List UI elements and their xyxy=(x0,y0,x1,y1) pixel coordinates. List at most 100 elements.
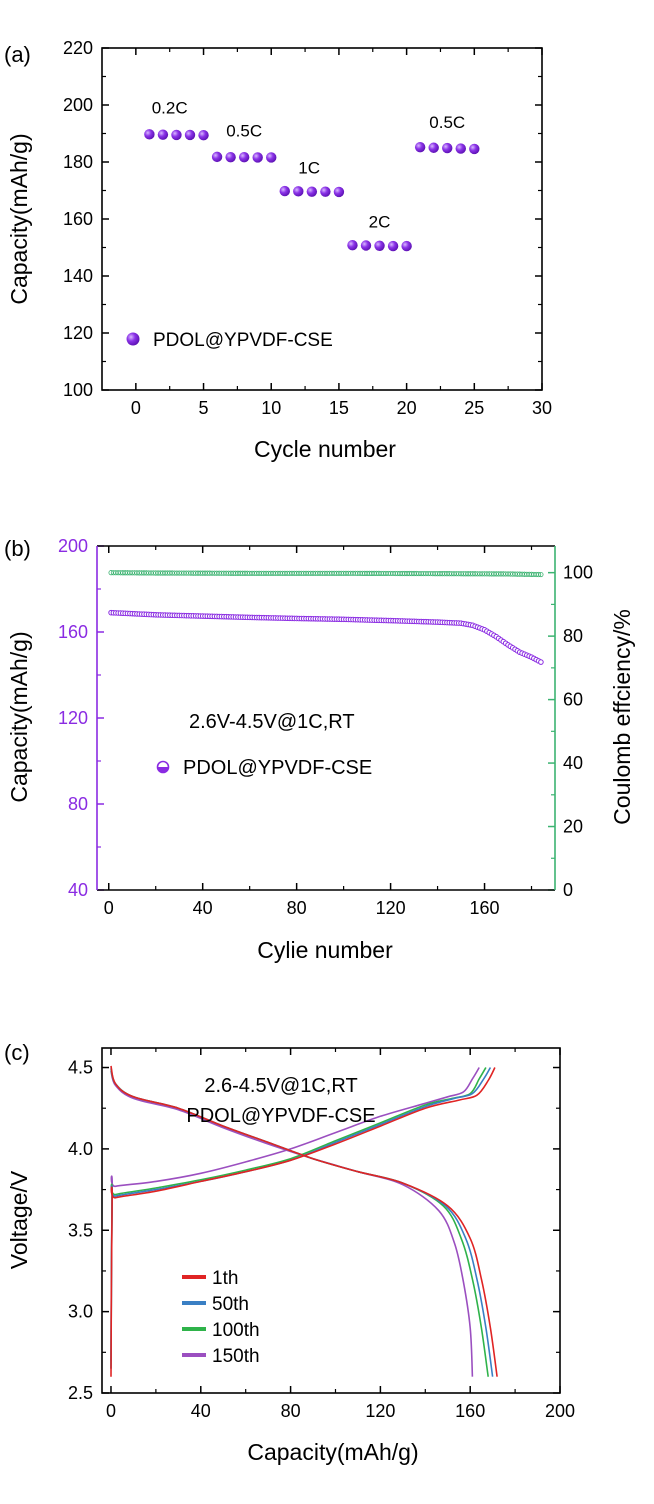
panel-a-ticks: 0 5 10 15 20 25 30 100 120 140 160 180 200 220 xyxy=(63,38,552,418)
panel-a-point xyxy=(144,129,155,140)
panel-a-point xyxy=(428,142,439,153)
panel-a-label: (a) xyxy=(4,42,31,67)
panel-a-point xyxy=(469,143,480,155)
panel-b-efficiency-point xyxy=(535,571,542,578)
panel-a-ytick-label: 120 xyxy=(63,323,93,343)
panel-c-charge-curve xyxy=(110,1067,496,1377)
panel-a-ytick-label: 160 xyxy=(63,209,93,229)
panel-a-legend-marker xyxy=(126,332,140,346)
panel-a-ytick-label: 200 xyxy=(63,95,93,115)
panel-a-frame xyxy=(101,47,543,391)
panel-b-capacity-point xyxy=(538,659,544,665)
panel-c-xtick-label: 200 xyxy=(545,1401,575,1421)
panel-b-legend-label: PDOL@YPVDF-CSE xyxy=(183,757,372,779)
panel-b-xlabel: Cylie number xyxy=(257,937,393,963)
panel-b-xtick-label: 80 xyxy=(287,898,307,918)
panel-a-point xyxy=(306,186,318,197)
panel-b-annotation: 2.6V-4.5V@1C,RT xyxy=(189,711,355,733)
panel-c-frame xyxy=(101,1047,561,1394)
panel-b-xtick-label: 160 xyxy=(470,898,500,918)
panel-b: (b) 0 40 80 120 160 40 80 120 160 200 0 20 40 60 80 100… xyxy=(4,536,635,963)
panel-b-ylabel: Capacity(mAh/g) xyxy=(6,631,32,802)
panel-a-point xyxy=(347,240,358,251)
panel-a-point xyxy=(414,141,426,153)
panel-b-xtick-label: 120 xyxy=(376,898,406,918)
panel-a-point xyxy=(279,185,290,197)
panel-a-xtick-label: 30 xyxy=(532,398,552,418)
panel-a-point xyxy=(374,240,385,251)
panel-c-legend-label: 100th xyxy=(212,1320,260,1341)
panel-a-xtick-label: 20 xyxy=(397,398,417,418)
panel-a-marks: 0.2C 0.5C 1C 2C 0.5C xyxy=(144,99,480,252)
panel-c: (c) 0 40 80 120 160 200 2.5 3.0 3.5 4.0 4.5 Capaci… xyxy=(4,1040,575,1465)
panel-a-point xyxy=(252,152,263,163)
panel-a-point xyxy=(360,240,372,251)
panel-a-point xyxy=(442,142,453,154)
panel-a-point xyxy=(333,186,345,198)
panel-a-ytick-label: 220 xyxy=(63,38,93,58)
panel-a-xtick-label: 5 xyxy=(199,398,209,418)
panel-a-point xyxy=(387,240,399,252)
panel-b-ytick-label: 120 xyxy=(58,708,88,728)
panel-b-ytick-label-right: 20 xyxy=(563,817,583,837)
panel-b-ytick-label-right: 100 xyxy=(563,563,593,583)
panel-a-point xyxy=(266,152,277,163)
panel-c-label: (c) xyxy=(4,1040,30,1065)
panel-b-ytick-label: 40 xyxy=(68,880,88,900)
panel-c-ytick-label: 2.5 xyxy=(68,1383,93,1403)
panel-a: (a) 0 5 10 15 20 25 30 100 120 140 160 180 200 220 0.… xyxy=(4,38,552,462)
panel-c-legend: 1th 50th 100th 150th xyxy=(182,1268,260,1367)
panel-c-xtick-label: 160 xyxy=(455,1401,485,1421)
panel-a-point xyxy=(293,186,304,197)
panel-a-rate-label: 2C xyxy=(369,213,391,232)
panel-c-xtick-label: 120 xyxy=(365,1401,395,1421)
panel-a-point xyxy=(198,130,209,141)
panel-b-xtick-label: 40 xyxy=(193,898,213,918)
panel-a-rate-label: 0.5C xyxy=(429,113,465,132)
panel-c-xlabel: Capacity(mAh/g) xyxy=(247,1439,418,1465)
panel-b-ytick-label-right: 0 xyxy=(563,880,573,900)
panel-a-rate-label: 0.5C xyxy=(226,121,262,140)
panel-a-point xyxy=(401,240,412,252)
panel-a-point xyxy=(238,151,250,163)
panel-a-legend-label: PDOL@YPVDF-CSE xyxy=(153,330,333,351)
panel-a-ylabel: Capacity(mAh/g) xyxy=(6,133,32,304)
panel-c-charge-curve xyxy=(110,1067,480,1361)
panel-c-ylabel: Voltage/V xyxy=(6,1170,32,1269)
panel-b-ylabel-right: Coulomb effciency/% xyxy=(609,609,635,825)
panel-c-ticks: 0 40 80 120 160 200 2.5 3.0 3.5 4.0 4.5 xyxy=(68,1048,575,1421)
panel-b-ticks: 0 40 80 120 160 40 80 120 160 200 0 20 40 60 80 100 xyxy=(58,536,593,918)
panel-a-xtick-label: 25 xyxy=(464,398,484,418)
panel-c-annotation-line-1: 2.6-4.5V@1C,RT xyxy=(204,1075,357,1097)
panel-b-xtick-label: 0 xyxy=(104,898,114,918)
panel-c-annotation-line-2: PDOL@YPVDF-CSE xyxy=(186,1105,375,1127)
panel-a-xtick-label: 0 xyxy=(131,398,141,418)
panel-c-lines xyxy=(110,1065,498,1377)
panel-c-ytick-label: 3.0 xyxy=(68,1302,93,1322)
panel-b-legend-marker-fill xyxy=(157,767,169,773)
panel-a-point xyxy=(455,143,466,154)
panel-b-ytick-label: 200 xyxy=(58,536,88,556)
panel-c-ytick-label: 4.0 xyxy=(68,1139,93,1159)
panel-c-ytick-label: 4.5 xyxy=(68,1058,93,1078)
panel-c-ytick-label: 3.5 xyxy=(68,1220,93,1240)
panel-a-xlabel: Cycle number xyxy=(254,436,396,462)
panel-b-ytick-label: 160 xyxy=(58,622,88,642)
panel-b-ytick-label-right: 40 xyxy=(563,753,583,773)
panel-b-efficiency-point xyxy=(538,571,544,578)
panel-a-ytick-label: 180 xyxy=(63,152,93,172)
panel-c-xtick-label: 0 xyxy=(106,1401,116,1421)
panel-c-legend-label: 50th xyxy=(212,1294,249,1315)
panel-b-ytick-label-right: 60 xyxy=(563,690,583,710)
panel-a-xtick-label: 15 xyxy=(329,398,349,418)
panel-a-ytick-label: 100 xyxy=(63,380,93,400)
panel-a-point xyxy=(157,129,169,140)
panel-a-rate-label: 0.2C xyxy=(152,99,188,118)
panel-a-rate-label: 1C xyxy=(298,158,320,177)
panel-c-xtick-label: 80 xyxy=(281,1401,301,1421)
panel-b-label: (b) xyxy=(4,536,31,561)
panel-a-point xyxy=(171,129,182,141)
panel-b-ytick-label-right: 80 xyxy=(563,626,583,646)
panel-a-point xyxy=(320,186,331,197)
panel-c-legend-label: 150th xyxy=(212,1346,260,1367)
